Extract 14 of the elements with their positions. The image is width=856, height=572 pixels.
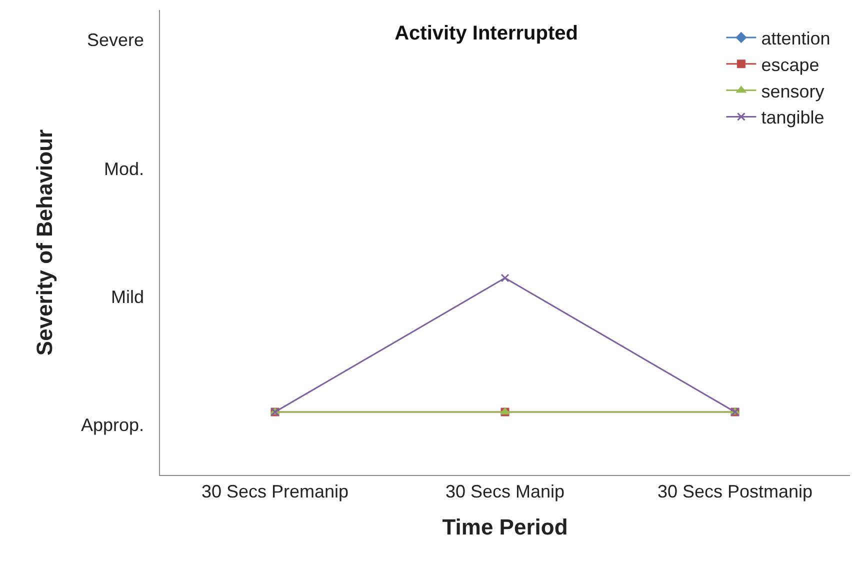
text: Severe <box>87 30 144 50</box>
x-axis-title: Time Period <box>442 514 568 540</box>
legend-label: sensory <box>761 81 824 102</box>
legend-label: escape <box>761 54 820 75</box>
x-tick-label: 30 Secs Manip <box>445 482 565 502</box>
x-tick-label: 30 Secs Premanip <box>201 482 349 502</box>
legend-label: attention <box>761 28 830 49</box>
text: Mild <box>111 287 144 307</box>
x-tick-label: 30 Secs Postmanip <box>657 482 813 502</box>
chart-title: Activity Interrupted <box>394 22 578 45</box>
y-axis-title: Severity of Behaviour <box>32 128 57 356</box>
text: Approp. <box>81 415 144 435</box>
legend-label: tangible <box>761 108 824 128</box>
text: Mod. <box>104 159 144 179</box>
